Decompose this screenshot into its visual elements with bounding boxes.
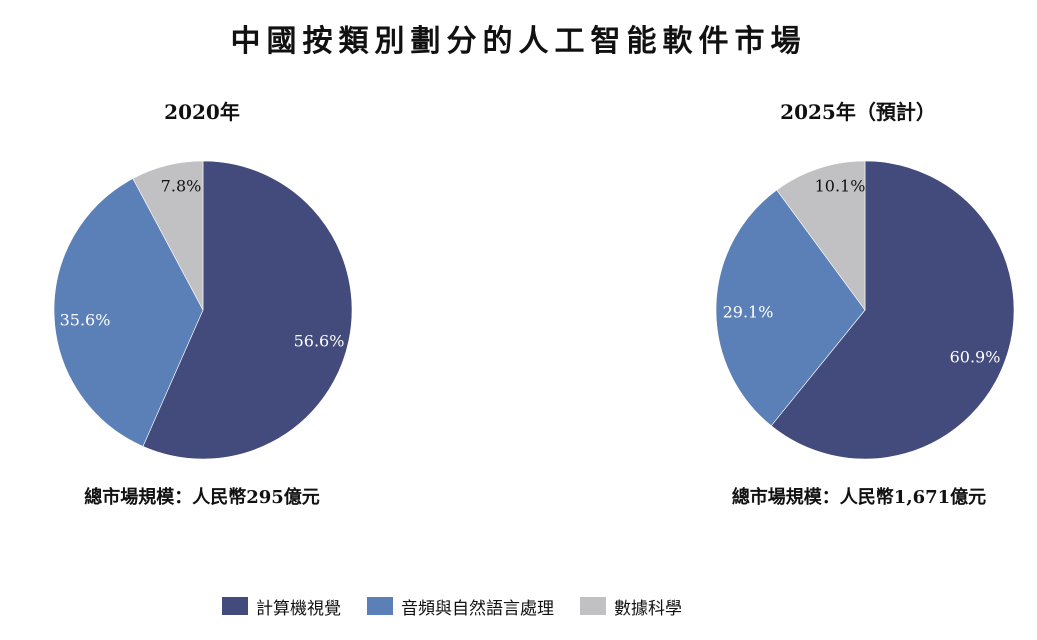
pie-subtitle-2020: 2020年 xyxy=(164,100,240,124)
legend-item-data-science: 數據科學 xyxy=(580,594,682,619)
legend-label-audio-nlp: 音頻與自然語言處理 xyxy=(401,598,554,619)
pie-label-2020-data-science: 7.8% xyxy=(161,177,202,196)
legend-swatch-audio-nlp xyxy=(367,597,393,615)
pie-label-2025-audio-nlp: 29.1% xyxy=(723,303,774,322)
pie-slice-2025-computer-vision xyxy=(770,160,1015,460)
pie-slice-2025-data-science xyxy=(776,160,866,311)
pie-svg-2025: 60.9% 29.1% 10.1% xyxy=(715,160,1015,460)
pie-label-2025-computer-vision: 60.9% xyxy=(950,348,1001,367)
pie-slice-2020-computer-vision xyxy=(142,160,353,460)
pie-label-2020-computer-vision: 56.6% xyxy=(294,332,345,351)
pie-svg-2020: 56.6% 35.6% 7.8% xyxy=(53,160,353,460)
total-market-2025: 總市場規模：人民幣1,671億元 xyxy=(731,487,987,508)
legend-swatch-data-science xyxy=(580,597,606,615)
pie-chart-2025: 2025年（預計） 60.9% 29.1% 10.1% 總市場規模：人民幣1,671… xyxy=(657,96,1037,526)
legend-swatch-computer-vision xyxy=(222,597,248,615)
legend: 計算機視覺 音頻與自然語言處理 數據科學 xyxy=(222,594,682,619)
chart-title: 中國按類別劃分的人工智能軟件市場 xyxy=(230,24,807,59)
pie-label-2025-data-science: 10.1% xyxy=(815,177,866,196)
legend-item-audio-nlp: 音頻與自然語言處理 xyxy=(367,594,554,619)
legend-label-data-science: 數據科學 xyxy=(614,598,682,619)
pie-slice-2020-data-science xyxy=(132,160,204,311)
pie-subtitle-2025: 2025年（預計） xyxy=(780,100,936,124)
pie-slice-2020-audio-nlp xyxy=(53,178,204,447)
legend-item-computer-vision: 計算機視覺 xyxy=(222,594,341,619)
legend-label-computer-vision: 計算機視覺 xyxy=(256,598,341,619)
pie-label-2020-audio-nlp: 35.6% xyxy=(60,311,111,330)
pie-slice-2025-audio-nlp xyxy=(715,189,866,427)
pie-chart-2020: 2020年 56.6% 35.6% 7.8% 總市場規模：人民幣295億元 xyxy=(0,96,420,526)
total-market-2020: 總市場規模：人民幣295億元 xyxy=(84,487,320,508)
